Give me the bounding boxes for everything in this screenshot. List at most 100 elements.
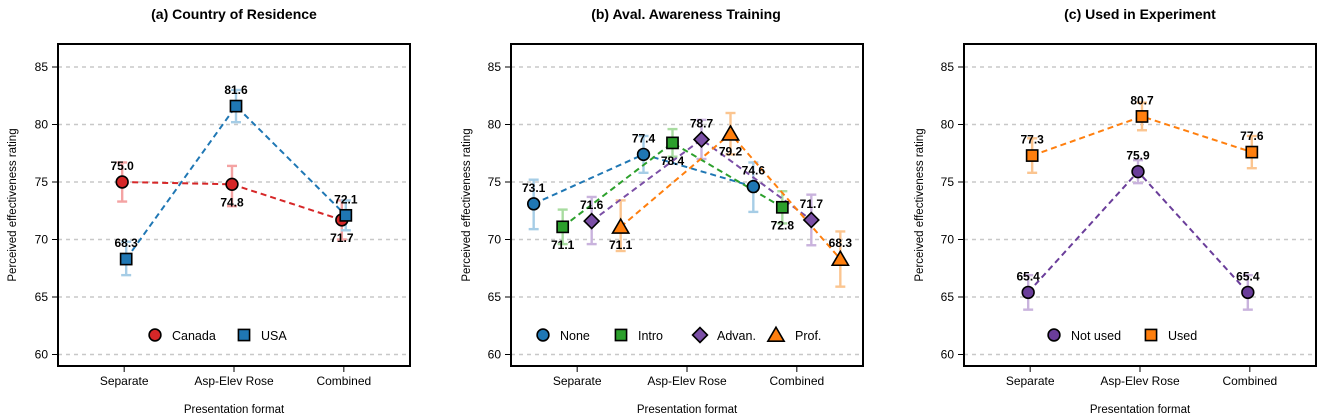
panel-title: (c) Used in Experiment [1064, 6, 1216, 22]
y-tick-label: 80 [941, 118, 955, 132]
x-axis-label: Presentation format [637, 404, 738, 416]
data-point-prof-separate [611, 217, 631, 234]
y-tick-label: 75 [488, 175, 502, 189]
data-label-advan: 71.6 [580, 198, 604, 212]
plot-frame [510, 43, 864, 367]
data-label-used: 80.7 [1130, 93, 1154, 107]
data-point-intro-asp-elev-rose [666, 136, 679, 150]
data-point-usa-separate [119, 252, 133, 266]
data-label-intro: 72.8 [771, 218, 795, 232]
data-label-prof: 71.1 [609, 238, 633, 252]
legend-marker-canada [148, 328, 162, 342]
y-axis-label: Perceived effectiveness rating [914, 128, 926, 281]
y-tick-label: 70 [35, 233, 49, 247]
data-point-used-separate [1025, 149, 1039, 162]
plot-frame [963, 43, 1317, 367]
x-tick-label-separate: Separate [553, 374, 602, 388]
legend-label-advan: Advan. [717, 329, 756, 343]
legend-label-not-used: Not used [1071, 329, 1121, 343]
data-point-prof-asp-elev-rose [720, 124, 741, 141]
legend-marker-advan [691, 326, 709, 344]
x-tick-label-combined: Combined [769, 374, 824, 388]
data-label-not-used: 75.9 [1126, 149, 1150, 163]
y-tick-label: 80 [488, 118, 502, 132]
x-tick-label-asp-elev-rose: Asp-Elev Rose [194, 374, 274, 388]
y-tick-label: 85 [35, 60, 49, 74]
y-tick-label: 60 [35, 348, 49, 362]
panel-title: (b) Aval. Awareness Training [591, 6, 781, 22]
data-point-not-used-asp-elev-rose [1131, 164, 1145, 179]
y-tick-label: 65 [35, 290, 49, 304]
series-line-used [1031, 115, 1253, 157]
legend-label-canada: Canada [172, 329, 216, 343]
y-tick-label: 85 [941, 60, 955, 74]
data-label-intro: 71.1 [551, 238, 575, 252]
y-axis-label: Perceived effectiveness rating [7, 128, 19, 281]
y-tick-label: 60 [488, 348, 502, 362]
data-point-none-separate [526, 197, 541, 211]
data-label-usa: 81.6 [224, 83, 248, 97]
data-point-none-asp-elev-rose [636, 147, 651, 162]
x-tick-label-asp-elev-rose: Asp-Elev Rose [647, 374, 727, 388]
legend-marker-prof [766, 325, 786, 343]
y-tick-label: 75 [941, 175, 955, 189]
data-label-canada: 75.0 [110, 159, 134, 173]
series-line-usa [125, 104, 347, 260]
legend-label-intro: Intro [638, 329, 663, 343]
data-label-usa: 72.1 [334, 192, 358, 206]
panel-1: (a) Country of Residence 60 65 70 75 80 85 Sepa… [7, 6, 411, 416]
panel-title: (a) Country of Residence [151, 6, 317, 22]
data-point-canada-separate [115, 175, 129, 189]
data-label-prof: 79.2 [719, 145, 743, 159]
data-label-used: 77.6 [1240, 129, 1264, 143]
y-tick-label: 65 [488, 290, 502, 304]
y-tick-label: 70 [488, 233, 502, 247]
y-tick-label: 75 [35, 175, 49, 189]
legend-marker-used [1144, 328, 1158, 342]
series-line-advan [591, 138, 812, 222]
y-tick-label: 80 [35, 118, 49, 132]
x-tick-label-asp-elev-rose: Asp-Elev Rose [1100, 374, 1180, 388]
x-tick-label-separate: Separate [100, 374, 149, 388]
plot-frame [57, 43, 411, 367]
legend-label-usa: USA [261, 329, 287, 343]
series-line-intro [562, 141, 783, 228]
data-label-usa: 68.3 [114, 236, 138, 250]
panel-2: (b) Aval. Awareness Training 60 65 70 75 80 85… [461, 6, 864, 416]
data-label-advan: 78.7 [690, 116, 714, 130]
y-tick-label: 60 [941, 348, 955, 362]
data-label-used: 77.3 [1020, 133, 1044, 147]
legend-label-used: Used [1168, 329, 1197, 343]
y-axis-label: Perceived effectiveness rating [461, 128, 473, 281]
legend: None Intro Advan. Prof. [536, 325, 821, 344]
data-point-advan-combined [802, 211, 820, 229]
data-label-not-used: 65.4 [1016, 269, 1040, 283]
x-tick-label-combined: Combined [316, 374, 371, 388]
data-point-intro-combined [775, 200, 789, 214]
data-point-used-asp-elev-rose [1135, 110, 1149, 123]
data-point-advan-separate [583, 212, 601, 230]
data-point-not-used-separate [1021, 285, 1035, 300]
data-label-not-used: 65.4 [1236, 269, 1260, 283]
data-label-none: 73.1 [522, 181, 546, 195]
data-point-not-used-combined [1241, 285, 1255, 300]
x-axis-label: Presentation format [1090, 404, 1191, 416]
data-label-intro: 78.4 [661, 154, 685, 168]
data-point-usa-combined [339, 208, 353, 222]
panel-3: (c) Used in Experiment 60 65 70 75 80 85 Separa… [914, 6, 1317, 416]
data-point-used-combined [1245, 145, 1259, 159]
legend-marker-none [536, 328, 550, 342]
data-label-canada: 74.8 [220, 195, 244, 209]
legend-marker-not-used [1047, 328, 1061, 342]
legend-marker-intro [614, 328, 628, 342]
y-tick-label: 85 [488, 60, 502, 74]
data-label-prof: 68.3 [829, 236, 853, 250]
legend-label-none: None [560, 329, 590, 343]
data-label-none: 77.4 [632, 131, 656, 145]
series-line-not-used [1027, 170, 1249, 294]
x-tick-label-combined: Combined [1222, 374, 1277, 388]
data-point-intro-separate [556, 220, 570, 234]
data-label-none: 74.6 [742, 164, 766, 178]
data-point-advan-asp-elev-rose [692, 130, 711, 149]
